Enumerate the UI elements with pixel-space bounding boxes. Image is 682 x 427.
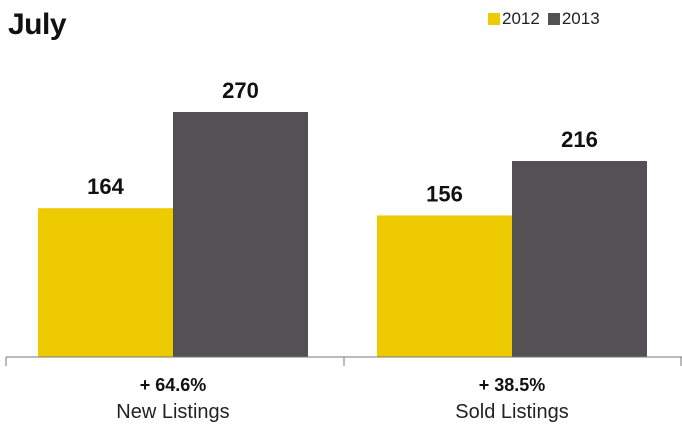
- change-label-new-listings: + 64.6%: [140, 375, 207, 395]
- data-label-new-listings-2013: 270: [222, 78, 259, 103]
- data-label-new-listings-2012: 164: [87, 174, 124, 199]
- legend-label-2012: 2012: [502, 9, 540, 28]
- legend-swatch-2013: [547, 13, 560, 25]
- change-label-sold-listings: + 38.5%: [479, 375, 546, 395]
- category-label-sold-listings: Sold Listings: [455, 401, 568, 423]
- legend-item-2013: 2013: [547, 9, 600, 29]
- data-label-sold-listings-2013: 216: [561, 127, 598, 152]
- legend-label-2013: 2013: [561, 9, 600, 28]
- legend-item-2012: 2012: [488, 9, 540, 29]
- legend: 2012 2013: [488, 9, 608, 29]
- legend-swatch-2012: [488, 13, 500, 25]
- bar-new-listings-2013: [173, 112, 308, 357]
- bar-sold-listings-2013: [512, 161, 647, 357]
- category-label-new-listings: New Listings: [116, 401, 229, 423]
- bar-new-listings-2012: [38, 208, 173, 357]
- chart-title: July: [8, 8, 67, 41]
- bar-sold-listings-2012: [377, 215, 512, 357]
- data-label-sold-listings-2012: 156: [426, 181, 463, 206]
